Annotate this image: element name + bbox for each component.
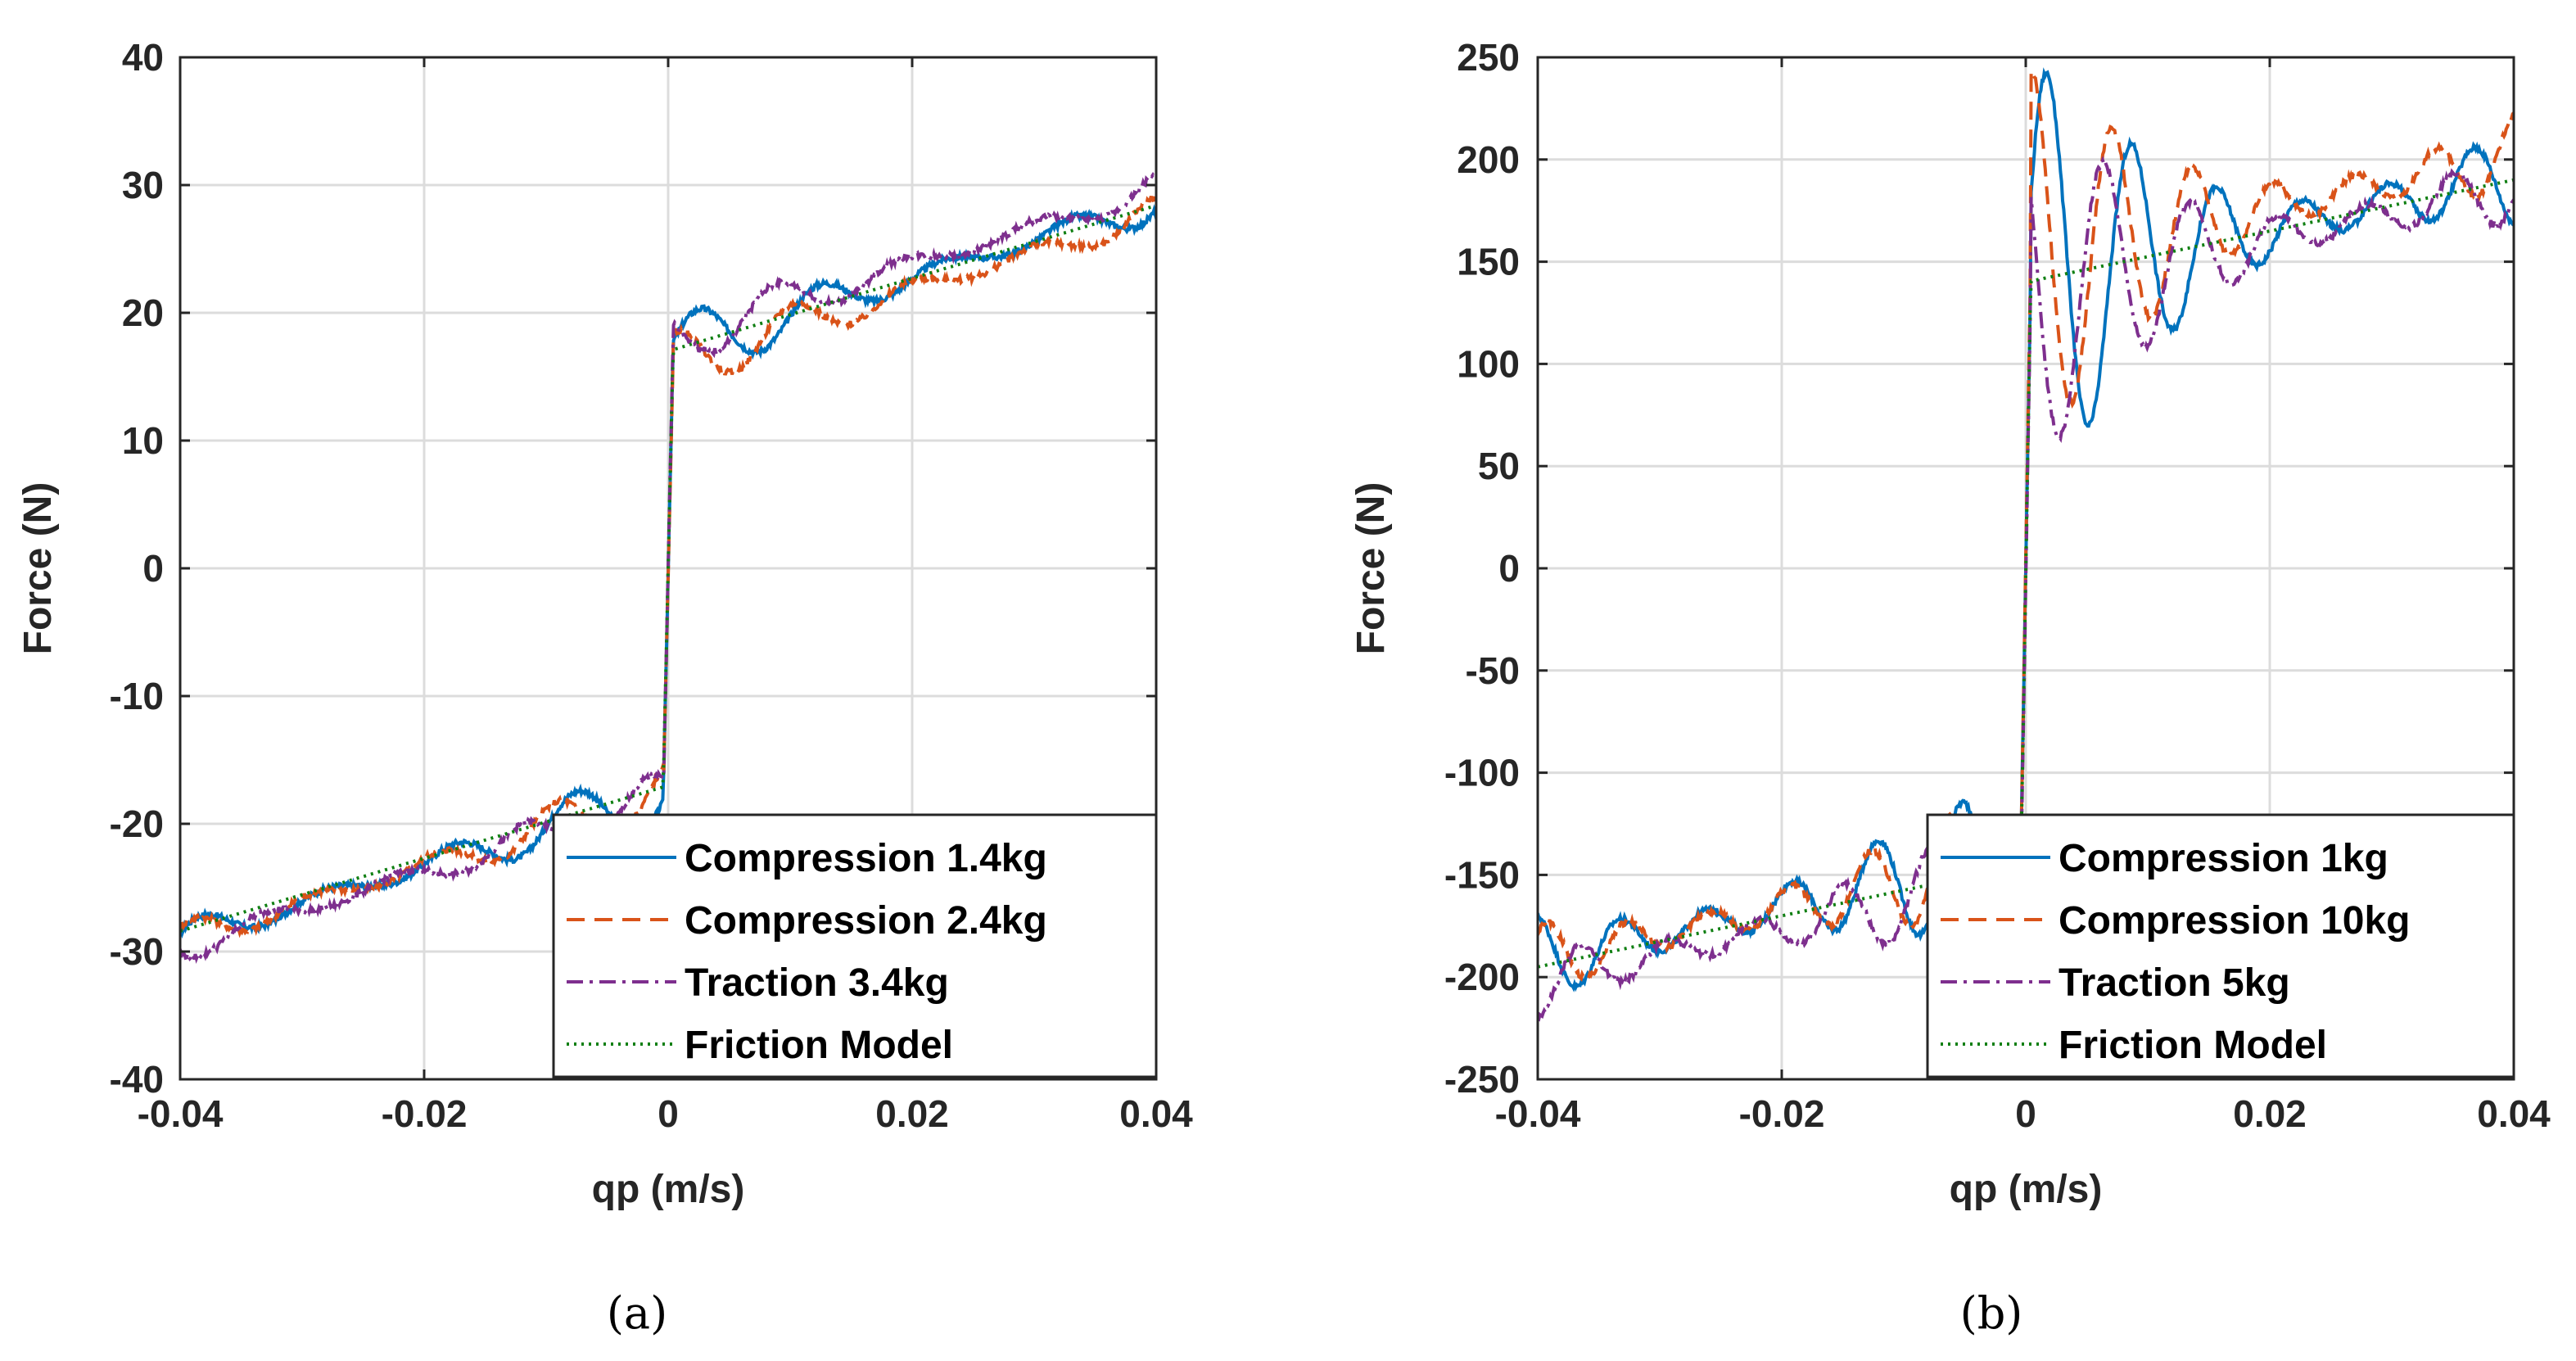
y-tick-label: -20 (110, 803, 164, 845)
caption-b: (b) (1960, 1287, 2023, 1339)
x-tick-label: 0 (2015, 1092, 2036, 1135)
y-tick-label: 250 (1457, 36, 1520, 79)
x-tick-label: -0.02 (382, 1092, 468, 1135)
legend: Compression 1kg Compression 10kg Traction … (1926, 813, 2515, 1078)
series-line-2 (180, 193, 1156, 938)
x-tick-label: -0.02 (1739, 1092, 1825, 1135)
y-tick-label: 30 (122, 164, 164, 206)
x-tick-label: 0.02 (875, 1092, 949, 1135)
y-axis-label: Force (N) (16, 482, 60, 655)
legend-label: Traction 3.4kg (685, 961, 949, 1005)
x-tick-label: -0.04 (138, 1092, 224, 1135)
x-tick-label: 0.04 (1119, 1092, 1193, 1135)
legend-label: Compression 10kg (2059, 899, 2410, 943)
series-line-3 (1538, 156, 2514, 1022)
y-tick-label: -100 (1444, 752, 1520, 794)
y-axis-label: Force (N) (1349, 482, 1393, 655)
y-tick-label: 100 (1457, 342, 1520, 385)
x-tick-label: 0.02 (2233, 1092, 2307, 1135)
legend: Compression 1.4kg Compression 2.4kg Tracti… (552, 813, 1158, 1078)
chart-a: -0.04 -0.02 0 0.02 0.04 -40 -30 -20 -10 0 10 20 30 40… (16, 36, 1193, 1211)
y-tick-label: -250 (1444, 1058, 1520, 1101)
legend-label: Compression 2.4kg (685, 899, 1047, 943)
caption-a: (a) (607, 1287, 667, 1339)
series-line-4 (180, 204, 1156, 933)
y-tick-label: 20 (122, 292, 164, 334)
y-tick-label: -10 (110, 675, 164, 717)
y-tick-label: -40 (110, 1058, 164, 1101)
y-tick-label: 150 (1457, 241, 1520, 283)
y-tick-label: 0 (142, 547, 164, 590)
y-tick-label: -150 (1444, 853, 1520, 896)
x-axis-label: qp (m/s) (1950, 1168, 2103, 1211)
chart-b: -0.04 -0.02 0 0.02 0.04 -250 -200 -150 -100 -50 0 5… (1349, 36, 2551, 1211)
y-tick-label: 50 (1478, 445, 1520, 487)
y-tick-label: 200 (1457, 138, 1520, 181)
x-tick-label: 0.04 (2477, 1092, 2551, 1135)
y-tick-label: -200 (1444, 956, 1520, 998)
y-tick-label: 10 (122, 419, 164, 462)
legend-label: Friction Model (2059, 1024, 2327, 1067)
legend-label: Traction 5kg (2059, 961, 2290, 1005)
y-tick-label: 0 (1498, 547, 1520, 590)
legend-label: Compression 1.4kg (685, 837, 1047, 880)
legend-label: Friction Model (685, 1024, 953, 1067)
y-tick-label: 40 (122, 36, 164, 79)
y-tick-label: -30 (110, 930, 164, 973)
legend-label: Compression 1kg (2059, 837, 2388, 880)
y-tick-label: -50 (1466, 649, 1520, 692)
x-axis-label: qp (m/s) (592, 1168, 745, 1211)
x-tick-label: 0 (658, 1092, 679, 1135)
x-tick-label: -0.04 (1495, 1092, 1581, 1135)
